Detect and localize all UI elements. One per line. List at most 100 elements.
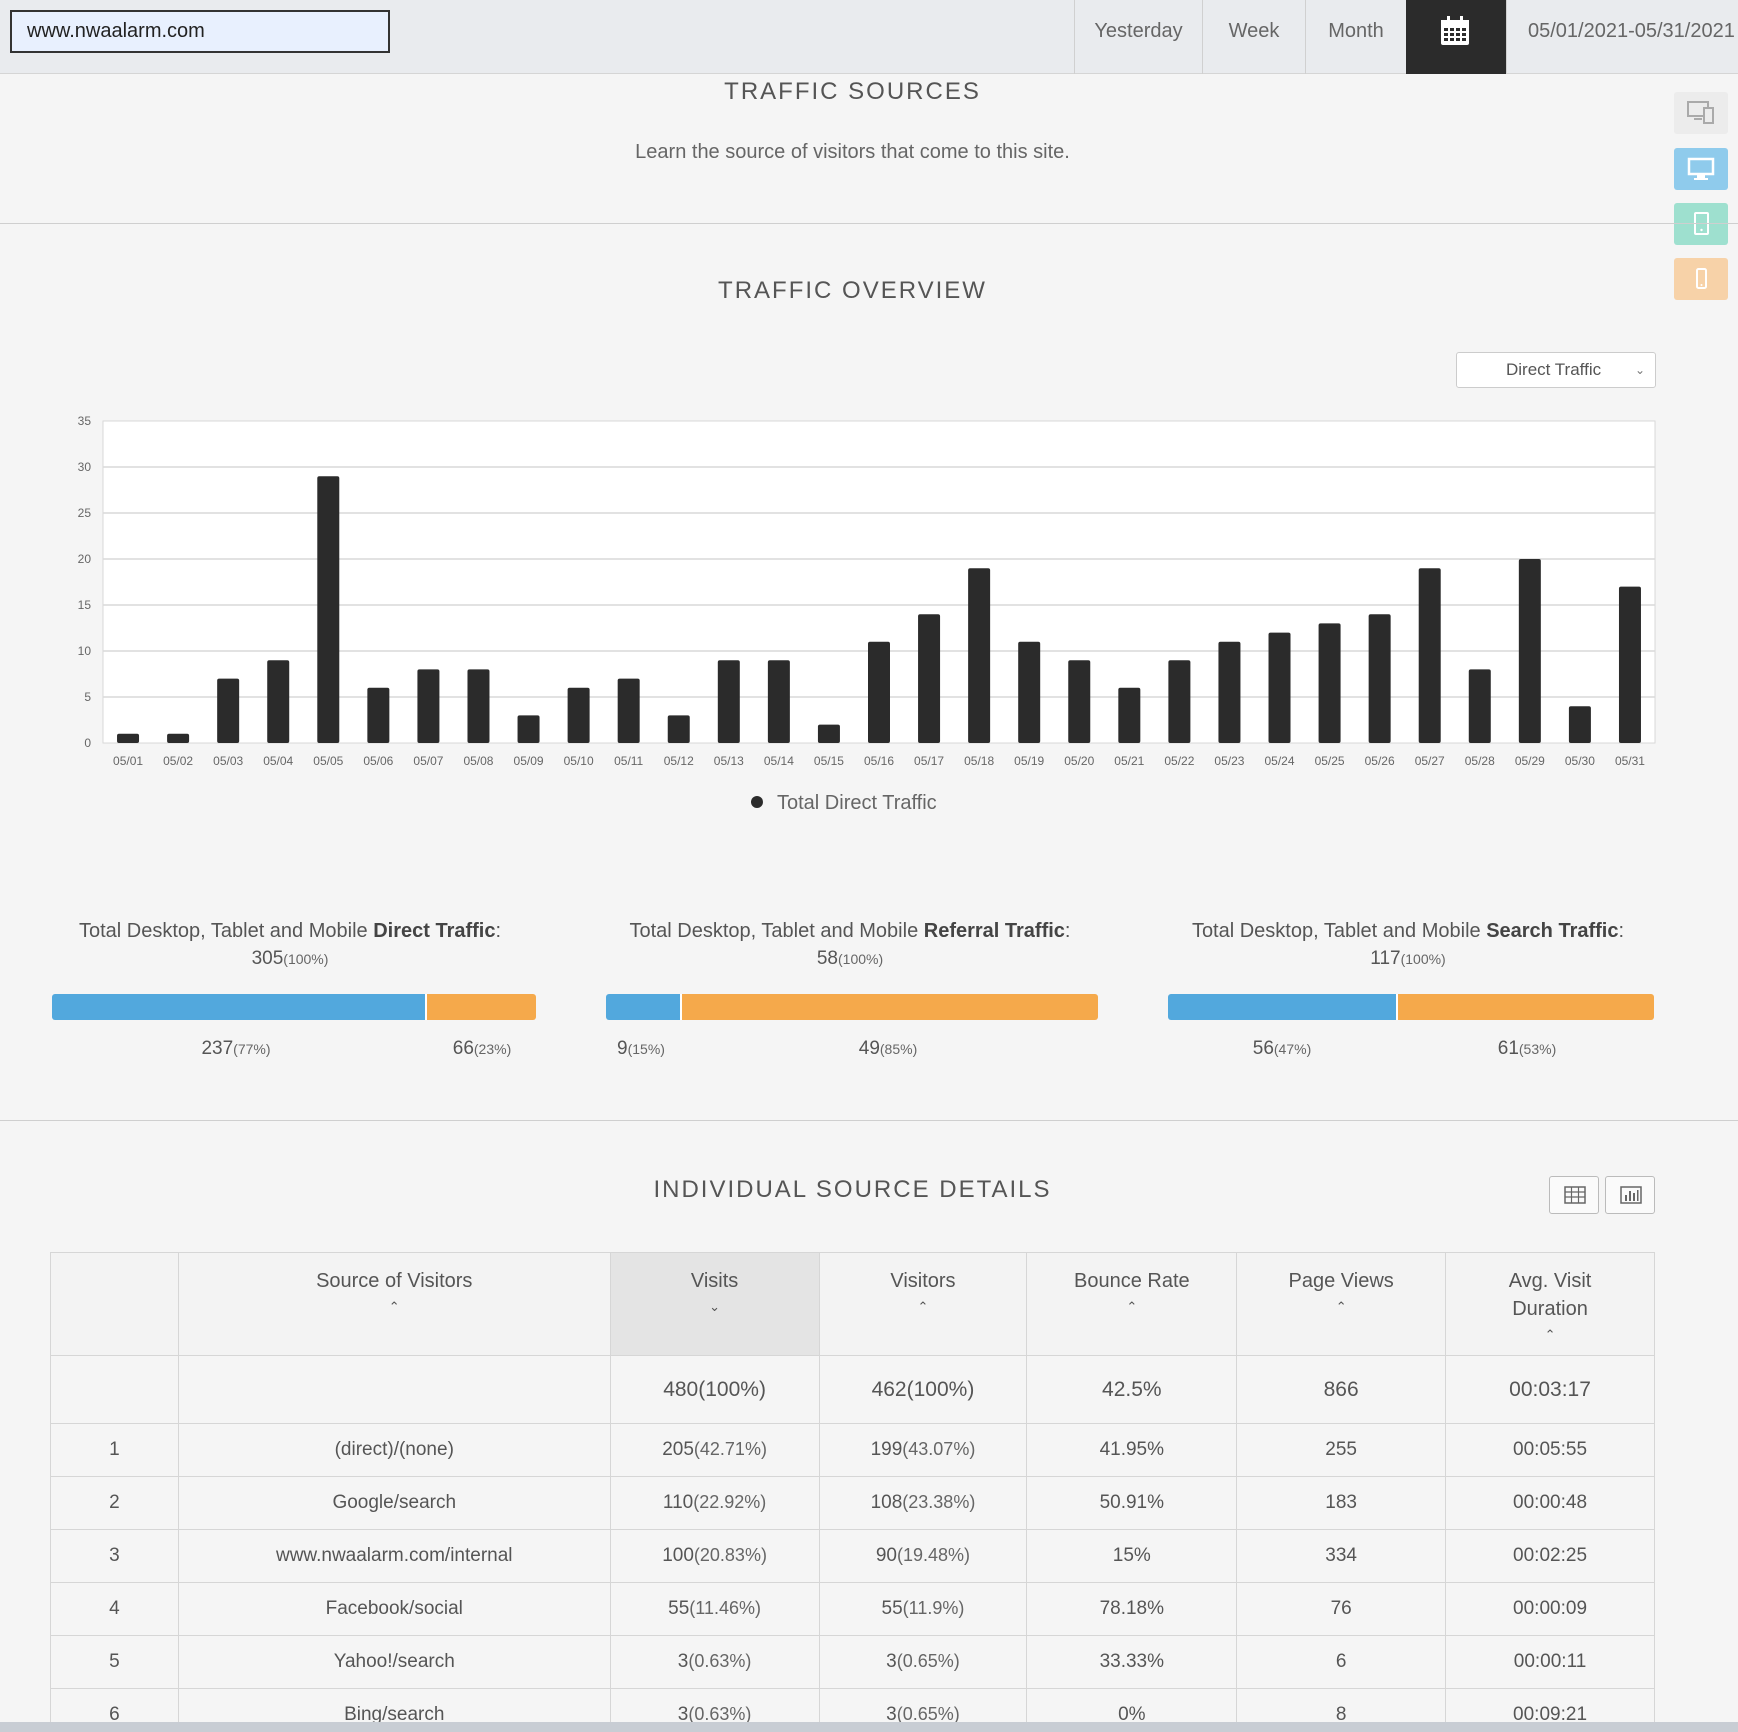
bar[interactable] (968, 568, 991, 743)
site-selector[interactable]: www.nwaalarm.com (10, 10, 390, 53)
traffic-type-select[interactable]: Direct Traffic ⌄ (1456, 352, 1656, 388)
row-index: 2 (50, 1476, 179, 1530)
desktop-button[interactable] (1674, 148, 1728, 190)
bar[interactable] (217, 678, 240, 743)
table-row[interactable]: 1 (direct)/(none) 205(42.71%) 199(43.07%) 41… (50, 1423, 1655, 1477)
bar[interactable] (667, 715, 690, 743)
bar[interactable] (467, 669, 490, 743)
legend-label[interactable]: Total Direct Traffic (777, 792, 937, 814)
bar[interactable] (717, 660, 740, 743)
mobile-button[interactable] (1674, 258, 1728, 300)
other-share-fill (679, 994, 1098, 1020)
bar[interactable] (1568, 706, 1591, 743)
bar[interactable] (417, 669, 440, 743)
bar[interactable] (1268, 632, 1291, 743)
range-week-button[interactable]: Week (1202, 0, 1305, 74)
table-row[interactable]: 2 Google/search 110(22.92%) 108(23.38%) 50.9… (50, 1476, 1655, 1530)
row-visitors: 90(19.48%) (818, 1529, 1028, 1583)
totals-bounce-rate: 42.5% (1026, 1355, 1238, 1424)
range-yesterday-button[interactable]: Yesterday (1074, 0, 1202, 74)
all-devices-button[interactable] (1674, 92, 1728, 134)
stat-label: Total Desktop, Tablet and Mobile Direct … (78, 920, 502, 942)
row-index: 5 (50, 1635, 179, 1689)
row-visits: 3(0.63%) (609, 1635, 820, 1689)
row-duration: 00:00:09 (1445, 1582, 1655, 1636)
row-bounce-rate: 33.33% (1026, 1635, 1238, 1689)
bar[interactable] (1118, 687, 1141, 743)
x-tick-label: 05/30 (1565, 754, 1595, 768)
column-header-page-views[interactable]: Page Views ⌃ (1236, 1252, 1447, 1356)
totals-index (50, 1355, 179, 1424)
bar[interactable] (1618, 586, 1641, 743)
bar[interactable] (367, 687, 390, 743)
bar[interactable] (1368, 614, 1391, 743)
row-bounce-rate: 78.18% (1026, 1582, 1238, 1636)
x-tick-label: 05/23 (1214, 754, 1244, 768)
calendar-button[interactable] (1406, 0, 1506, 74)
desktop-icon (1687, 157, 1715, 180)
bar[interactable] (317, 476, 340, 743)
table-row[interactable]: 4 Facebook/social 55(11.46%) 55(11.9%) 78.18… (50, 1582, 1655, 1636)
table-view-button[interactable] (1549, 1176, 1599, 1214)
column-header-duration[interactable]: Avg. Visit Duration ⌃ (1445, 1252, 1655, 1356)
bar[interactable] (1318, 623, 1341, 743)
x-tick-label: 05/20 (1064, 754, 1094, 768)
x-tick-label: 05/27 (1415, 754, 1445, 768)
bar[interactable] (1218, 641, 1241, 743)
chevron-down-icon: ⌄ (1634, 363, 1645, 377)
table-row[interactable]: 5 Yahoo!/search 3(0.63%) 3(0.65%) 33.33% 6 00:… (50, 1635, 1655, 1689)
x-tick-label: 05/10 (564, 754, 594, 768)
legend-marker (751, 796, 763, 808)
sort-up-icon: ⌃ (1544, 1327, 1556, 1342)
bar[interactable] (1068, 660, 1091, 743)
y-tick-label: 30 (78, 460, 92, 474)
bar[interactable] (868, 641, 890, 743)
bar[interactable] (1168, 660, 1191, 743)
tablet-icon (1694, 212, 1709, 235)
bar[interactable] (617, 678, 640, 743)
desktop-vs-mobile-bar (52, 994, 536, 1020)
divider (0, 1120, 1738, 1121)
sort-up-icon: ⌃ (388, 1299, 400, 1314)
bar[interactable] (918, 614, 941, 743)
other-value: 49(85%) (858, 1038, 918, 1059)
bar[interactable] (167, 733, 190, 743)
column-header-visitors[interactable]: Visitors ⌃ (818, 1252, 1028, 1356)
column-header-bounce-rate[interactable]: Bounce Rate ⌃ (1026, 1252, 1238, 1356)
totals-row: 480(100%) 462(100%) 42.5% 866 00:03:17 (50, 1355, 1655, 1424)
source-details-table: Source of Visitors ⌃ Visits ⌄ Visitors ⌃ Bo… (50, 1252, 1655, 1732)
bar[interactable] (267, 660, 290, 743)
date-range-display[interactable]: 05/01/2021-05/31/2021 (1506, 0, 1738, 74)
x-tick-label: 05/31 (1615, 754, 1645, 768)
row-source: Google/search (177, 1476, 611, 1530)
row-duration: 00:00:11 (1445, 1635, 1655, 1689)
bar[interactable] (1418, 568, 1441, 743)
x-tick-label: 05/25 (1315, 754, 1345, 768)
x-tick-label: 05/28 (1465, 754, 1495, 768)
bar[interactable] (1468, 669, 1491, 743)
row-index: 3 (50, 1529, 179, 1583)
x-tick-label: 05/16 (864, 754, 894, 768)
traffic-type-select-value: Direct Traffic (1506, 360, 1602, 379)
x-tick-label: 05/11 (614, 754, 643, 768)
column-header-visits[interactable]: Visits ⌄ (609, 1252, 820, 1356)
bar[interactable] (817, 724, 840, 743)
row-visits: 55(11.46%) (609, 1582, 820, 1636)
bar[interactable] (517, 715, 540, 743)
y-tick-label: 5 (84, 690, 91, 704)
calendar-icon (1441, 16, 1469, 45)
horizontal-scrollbar[interactable] (0, 1722, 1738, 1732)
table-row[interactable]: 3 www.nwaalarm.com/internal 100(20.83%) 90(… (50, 1529, 1655, 1583)
bar[interactable] (767, 660, 790, 743)
bar[interactable] (1018, 641, 1041, 743)
totals-visitors: 462(100%) (818, 1355, 1028, 1424)
column-header-source[interactable]: Source of Visitors ⌃ (177, 1252, 611, 1356)
tablet-button[interactable] (1674, 203, 1728, 245)
sort-up-icon: ⌃ (917, 1299, 929, 1314)
bar[interactable] (117, 733, 140, 743)
bar[interactable] (567, 687, 590, 743)
chart-view-button[interactable] (1605, 1176, 1655, 1214)
range-month-button[interactable]: Month (1305, 0, 1406, 74)
x-tick-label: 05/18 (964, 754, 994, 768)
bar[interactable] (1518, 559, 1541, 743)
